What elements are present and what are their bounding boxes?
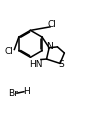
Text: N: N [46, 42, 53, 51]
Text: Cl: Cl [4, 47, 13, 56]
Text: H: H [23, 87, 29, 96]
Text: HN: HN [29, 60, 43, 69]
Text: Cl: Cl [48, 20, 57, 29]
Text: S: S [58, 60, 64, 69]
Text: Br: Br [9, 89, 18, 98]
